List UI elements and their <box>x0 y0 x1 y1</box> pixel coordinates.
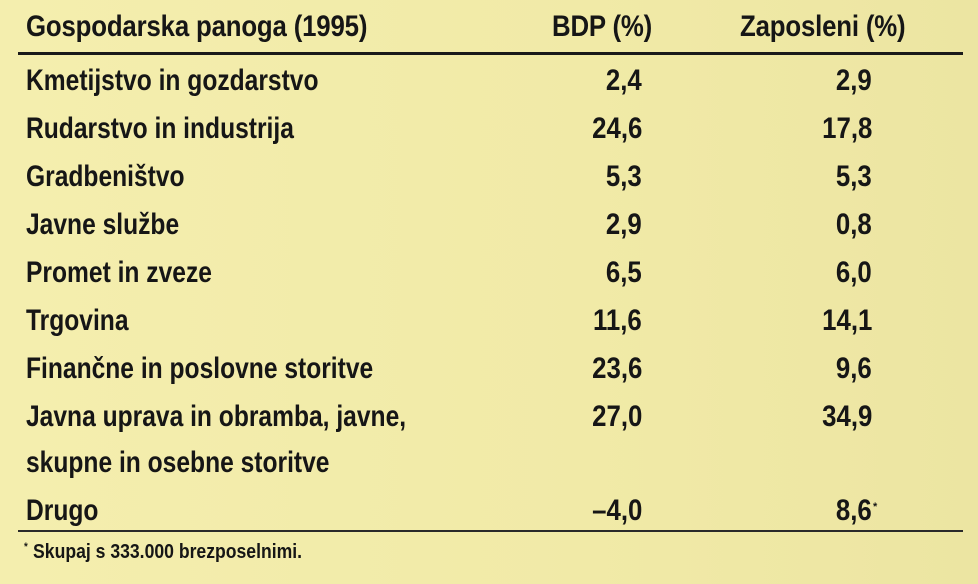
table-row: Kmetijstvo in gozdarstvo 2,4 2,9 <box>0 60 978 108</box>
footnote-mark: * <box>24 541 28 553</box>
table-header: Gospodarska panoga (1995) BDP (%) Zaposl… <box>0 0 978 54</box>
table-row: Gradbeništvo 5,3 5,3 <box>0 156 978 204</box>
employed-value: 8,6 <box>836 494 872 527</box>
header-divider <box>18 52 963 55</box>
employed-value: 2,9 <box>836 64 872 97</box>
gdp-value: –4,0 <box>591 494 642 527</box>
footnote: * Skupaj s 333.000 brezposelnimi. <box>24 541 302 564</box>
table-row: Javna uprava in obramba, javne, skupne i… <box>0 396 978 492</box>
gdp-value: 27,0 <box>591 400 642 433</box>
employed-value: 0,8 <box>836 208 872 241</box>
sector-label: Drugo <box>26 494 99 527</box>
table-row: Trgovina 11,6 14,1 <box>0 300 978 348</box>
employed-value: 5,3 <box>836 160 872 193</box>
header-gdp: BDP (%) <box>552 10 653 43</box>
gdp-value: 2,4 <box>606 64 642 97</box>
employed-value: 34,9 <box>821 400 872 433</box>
employed-value: 9,6 <box>836 352 872 385</box>
header-sector: Gospodarska panoga (1995) <box>26 10 368 43</box>
sector-label: Rudarstvo in industrija <box>26 112 294 145</box>
table-row: Rudarstvo in industrija 24,6 17,8 <box>0 108 978 156</box>
table-row: Javne službe 2,9 0,8 <box>0 204 978 252</box>
footnote-reference-mark: * <box>873 501 878 513</box>
table-row: Promet in zveze 6,5 6,0 <box>0 252 978 300</box>
sector-label-line2: skupne in osebne storitve <box>26 446 330 479</box>
gdp-value: 11,6 <box>593 304 642 337</box>
sector-label: Trgovina <box>26 304 129 337</box>
sector-label: Promet in zveze <box>26 256 212 289</box>
header-employed: Zaposleni (%) <box>740 10 906 43</box>
gdp-value: 2,9 <box>606 208 642 241</box>
sector-label: Kmetijstvo in gozdarstvo <box>26 64 319 97</box>
gdp-value: 23,6 <box>591 352 642 385</box>
table-bottom-divider <box>18 530 963 532</box>
sector-label: Finančne in poslovne storitve <box>26 352 374 385</box>
employed-value: 17,8 <box>821 112 872 145</box>
employed-value: 14,1 <box>821 304 872 337</box>
sector-label: Javne službe <box>26 208 180 241</box>
sector-label: Javna uprava in obramba, javne, <box>26 400 407 433</box>
footnote-text: Skupaj s 333.000 brezposelnimi. <box>33 541 303 563</box>
employed-value: 6,0 <box>836 256 872 289</box>
gdp-value: 6,5 <box>606 256 642 289</box>
gdp-value: 5,3 <box>606 160 642 193</box>
sector-label: Gradbeništvo <box>26 160 185 193</box>
gdp-value: 24,6 <box>591 112 642 145</box>
table-row: Finančne in poslovne storitve 23,6 9,6 <box>0 348 978 396</box>
table-row: Drugo –4,0 8,6 <box>0 490 978 538</box>
